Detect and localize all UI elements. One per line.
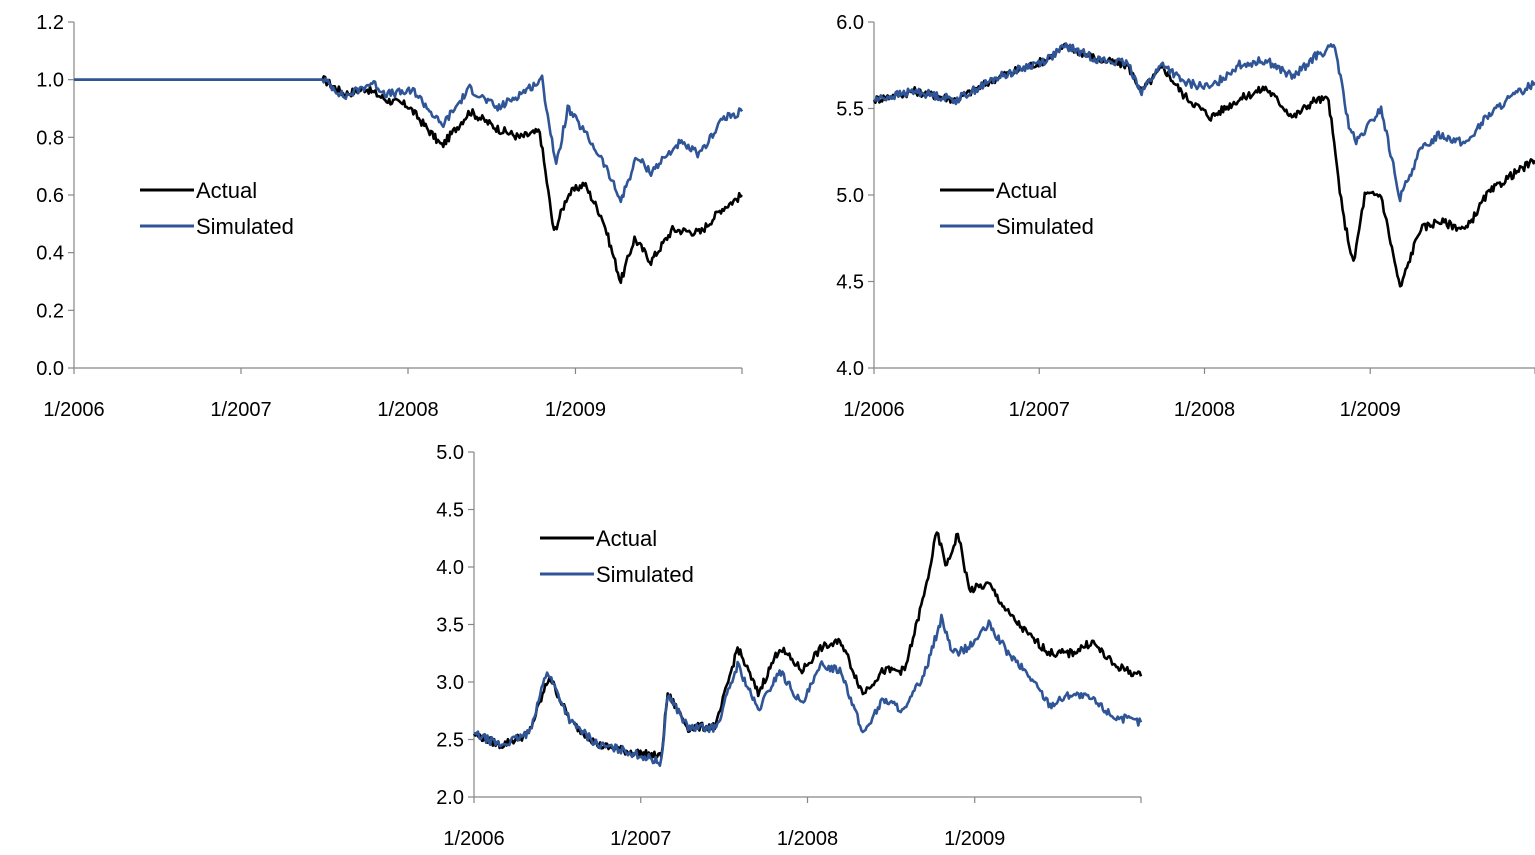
y-tick-label: 1.2 <box>36 12 64 34</box>
legend-label-simulated: Simulated <box>996 214 1094 239</box>
y-tick-label: 5.0 <box>436 442 464 464</box>
series-line-actual <box>872 42 1535 288</box>
y-tick-label: 4.5 <box>836 272 864 294</box>
y-tick-label: 0.2 <box>36 300 64 322</box>
legend-label-actual: Actual <box>596 526 657 551</box>
series-line-simulated <box>873 42 1535 203</box>
x-tick-label: 1/2009 <box>944 828 1005 850</box>
series-line-simulated <box>473 613 1143 767</box>
y-tick-label: 5.5 <box>836 99 864 121</box>
x-tick-label: 1/2008 <box>377 399 438 421</box>
y-tick-label: 2.0 <box>436 787 464 809</box>
x-tick-label: 1/2006 <box>843 399 904 421</box>
x-tick-label: 1/2007 <box>1009 399 1070 421</box>
y-tick-label: 0.6 <box>36 185 64 207</box>
chart-panel-3: 2.0 2.5 3.0 3.5 4.0 4.5 5.0 1/2006 1/2007 1/2008 1… <box>436 442 1143 850</box>
x-tick-label: 1/2006 <box>443 828 504 850</box>
y-tick-label: 3.5 <box>436 615 464 637</box>
y-tick-label: 0.0 <box>36 358 64 380</box>
x-tick-label: 1/2007 <box>610 828 671 850</box>
y-tick-label: 0.8 <box>36 127 64 149</box>
series-line-actual <box>472 531 1143 760</box>
y-tick-label: 2.5 <box>436 730 464 752</box>
chart-panel-2: 4.0 4.5 5.0 5.5 6.0 1/2006 1/2007 1/2008 1/2009 A… <box>836 12 1535 421</box>
legend-label-simulated: Simulated <box>196 214 294 239</box>
y-tick-label: 3.0 <box>436 672 464 694</box>
y-tick-label: 4.0 <box>436 557 464 579</box>
legend-label-actual: Actual <box>996 178 1057 203</box>
y-tick-label: 4.5 <box>436 500 464 522</box>
y-tick-label: 4.0 <box>836 358 864 380</box>
legend-label-simulated: Simulated <box>596 562 694 587</box>
chart-panel-1: 0.0 0.2 0.4 0.6 0.8 1.0 1.2 1/2006 1/2007 1/2008 1… <box>36 12 744 421</box>
series-line-simulated <box>74 74 744 204</box>
x-tick-label: 1/2007 <box>210 399 271 421</box>
y-tick-label: 5.0 <box>836 185 864 207</box>
x-tick-label: 1/2009 <box>1340 399 1401 421</box>
y-tick-label: 0.4 <box>36 243 64 265</box>
series-line-actual <box>74 75 743 285</box>
x-tick-label: 1/2006 <box>43 399 104 421</box>
y-tick-label: 1.0 <box>36 70 64 92</box>
legend-label-actual: Actual <box>196 178 257 203</box>
y-tick-label: 6.0 <box>836 12 864 34</box>
x-tick-label: 1/2008 <box>777 828 838 850</box>
x-tick-label: 1/2009 <box>545 399 606 421</box>
x-tick-label: 1/2008 <box>1174 399 1235 421</box>
